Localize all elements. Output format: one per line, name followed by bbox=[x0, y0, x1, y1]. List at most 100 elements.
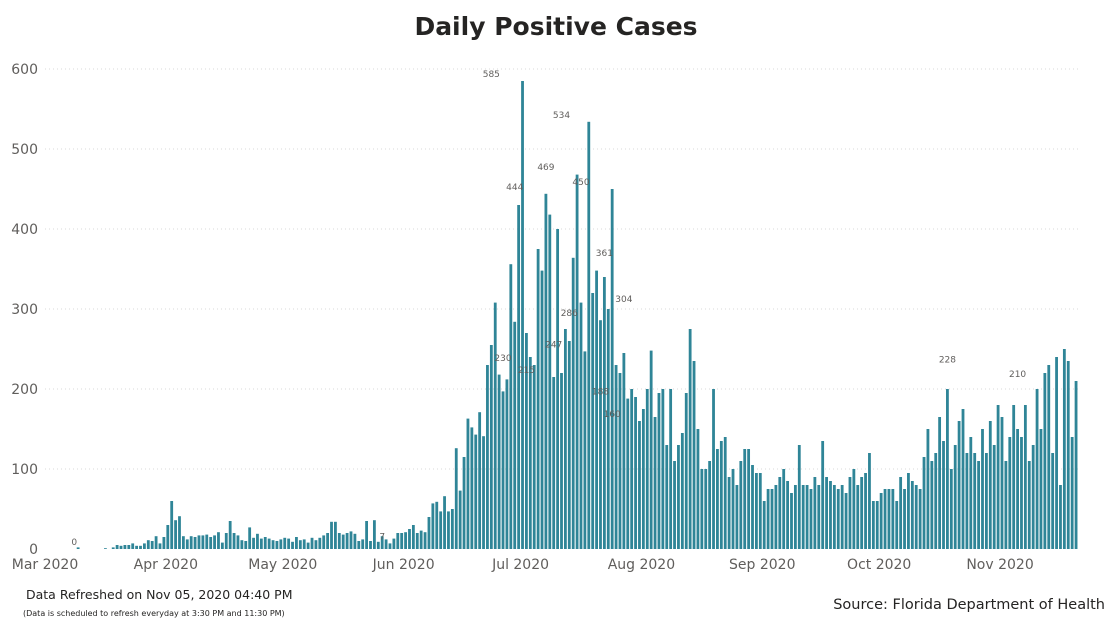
bar bbox=[793, 485, 797, 549]
bar bbox=[482, 436, 485, 549]
bar bbox=[868, 453, 871, 549]
bar bbox=[489, 345, 493, 549]
bar bbox=[259, 538, 263, 549]
bar bbox=[1020, 437, 1023, 549]
bar bbox=[439, 511, 443, 549]
bar bbox=[606, 309, 610, 549]
x-tick-label: Mar 2020 bbox=[12, 557, 79, 573]
bar bbox=[189, 536, 193, 549]
bar bbox=[201, 535, 205, 549]
bar bbox=[755, 473, 758, 549]
bar bbox=[361, 539, 365, 549]
bar bbox=[267, 538, 271, 549]
data-label: 585 bbox=[483, 70, 500, 80]
data-label: 304 bbox=[615, 295, 632, 305]
bar bbox=[992, 445, 996, 549]
bar bbox=[139, 545, 142, 549]
bar bbox=[1070, 437, 1074, 549]
bar bbox=[474, 434, 478, 549]
bar bbox=[1059, 485, 1062, 549]
bar bbox=[540, 270, 544, 549]
bar bbox=[704, 469, 708, 549]
bar bbox=[653, 417, 657, 549]
bar bbox=[610, 189, 614, 549]
bar bbox=[220, 542, 224, 549]
bar bbox=[302, 539, 306, 549]
x-tick-label: Nov 2020 bbox=[966, 557, 1033, 573]
bar bbox=[891, 489, 895, 549]
bar bbox=[1047, 365, 1051, 549]
bar bbox=[1039, 429, 1043, 549]
bar bbox=[548, 214, 552, 549]
bar bbox=[154, 536, 158, 549]
bar bbox=[766, 489, 770, 549]
x-tick-label: Jul 2020 bbox=[491, 557, 549, 573]
bar bbox=[836, 489, 840, 549]
bar bbox=[493, 302, 497, 549]
data-label: 7 bbox=[379, 532, 385, 542]
bar bbox=[934, 453, 938, 549]
bar bbox=[166, 525, 170, 549]
bar bbox=[813, 477, 817, 549]
x-tick-label: Apr 2020 bbox=[134, 557, 198, 573]
data-label: 188 bbox=[592, 388, 609, 398]
y-tick-label: 300 bbox=[11, 302, 38, 318]
bar bbox=[641, 409, 645, 549]
bar bbox=[680, 433, 684, 549]
bar bbox=[158, 543, 162, 549]
bar bbox=[1043, 373, 1047, 549]
bar bbox=[501, 391, 505, 549]
bar bbox=[372, 520, 376, 549]
bar bbox=[291, 541, 294, 549]
bar bbox=[528, 357, 532, 549]
bar bbox=[762, 501, 766, 549]
bar bbox=[404, 532, 407, 549]
bar bbox=[825, 477, 828, 549]
bar bbox=[645, 389, 649, 549]
bar bbox=[860, 477, 864, 549]
data-label: 228 bbox=[939, 356, 956, 366]
y-tick-label: 0 bbox=[29, 542, 38, 558]
bar bbox=[1035, 389, 1039, 549]
bar bbox=[209, 537, 213, 549]
bar bbox=[408, 529, 411, 549]
bar bbox=[123, 545, 127, 549]
bar bbox=[996, 405, 1000, 549]
bar bbox=[224, 533, 228, 549]
bar bbox=[1008, 437, 1012, 549]
bar bbox=[337, 533, 341, 549]
data-label: 210 bbox=[1009, 370, 1026, 380]
bar bbox=[357, 541, 361, 549]
bar bbox=[747, 449, 751, 549]
bar bbox=[875, 501, 879, 549]
bar bbox=[743, 449, 747, 549]
bar bbox=[326, 533, 330, 549]
bar bbox=[525, 333, 528, 549]
bar bbox=[178, 516, 181, 549]
data-label: 534 bbox=[553, 111, 570, 121]
bar bbox=[1023, 405, 1027, 549]
bar bbox=[727, 477, 731, 549]
bar bbox=[696, 429, 700, 549]
bar bbox=[692, 361, 696, 549]
bar bbox=[735, 485, 739, 549]
bar bbox=[213, 535, 216, 549]
x-tick-label: Aug 2020 bbox=[608, 557, 675, 573]
data-label: 469 bbox=[537, 163, 554, 173]
bar bbox=[415, 533, 419, 549]
bar bbox=[115, 545, 119, 549]
data-label: 230 bbox=[494, 354, 511, 364]
bar bbox=[450, 509, 454, 549]
bar bbox=[236, 535, 240, 549]
bar bbox=[852, 469, 856, 549]
bar bbox=[957, 421, 961, 549]
bar bbox=[583, 351, 587, 549]
bar bbox=[556, 229, 560, 549]
bar bbox=[232, 533, 236, 549]
bar bbox=[532, 365, 536, 549]
x-tick-label: Jun 2020 bbox=[372, 557, 435, 573]
bar bbox=[1012, 405, 1016, 549]
bar bbox=[505, 379, 509, 549]
bar bbox=[263, 537, 267, 549]
bar bbox=[380, 536, 384, 549]
